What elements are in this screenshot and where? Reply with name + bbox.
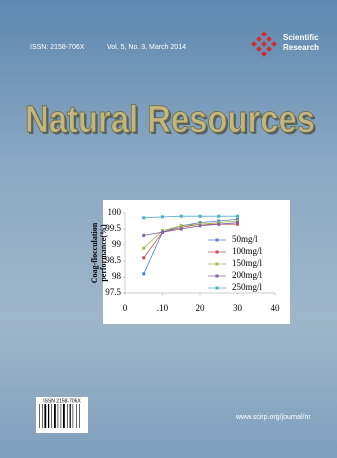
legend-label: 250mg/l [232, 282, 263, 292]
y-tick-label: 100 [108, 207, 122, 217]
data-point [236, 219, 239, 223]
x-tick-label: 0 [123, 303, 128, 313]
data-point [217, 221, 221, 225]
barcode-bar [57, 404, 59, 428]
legend-label: 150mg/l [232, 258, 263, 268]
volume: Vol. 5, No. 3, March 2014 [107, 44, 186, 51]
barcode-bar [51, 404, 52, 428]
barcode-bar [54, 404, 56, 428]
barcode-bar [72, 404, 74, 428]
data-point [161, 229, 164, 233]
legend-label: 50mg/l [232, 234, 258, 244]
data-point [179, 224, 183, 228]
data-point [198, 224, 202, 228]
barcode-bar [69, 404, 71, 428]
data-point [198, 214, 202, 218]
legend-label: 200mg/l [232, 270, 263, 280]
legend-label: 100mg/l [232, 246, 263, 256]
data-point [179, 225, 183, 229]
y-tick-label: 99.5 [105, 223, 121, 233]
data-point [217, 214, 221, 218]
y-axis-label: performance(%) [99, 224, 108, 282]
data-point [142, 246, 146, 250]
data-point [179, 214, 183, 218]
data-point [236, 221, 239, 225]
x-tick-label: .10 [157, 303, 169, 313]
y-tick-label: 98.5 [105, 255, 121, 265]
data-point [161, 215, 164, 219]
y-tick-label: 99 [112, 239, 122, 249]
data-point [179, 227, 183, 231]
data-point [236, 217, 239, 221]
y-axis-label: Coag-flocculation [90, 222, 99, 283]
barcode-bar [79, 404, 80, 428]
x-tick-label: 20 [196, 303, 206, 313]
barcode-bar [42, 404, 43, 428]
data-point [236, 222, 239, 226]
data-point [142, 256, 146, 260]
data-point [142, 272, 146, 276]
data-point [198, 222, 202, 226]
chart: 97.5 98 98.5 99 99.5 100 0 .10 20 30 40 Coag-floccu… [90, 207, 280, 313]
data-point [217, 222, 221, 226]
legend-marker [215, 286, 219, 290]
data-point [198, 221, 202, 225]
legend-marker [215, 250, 219, 254]
barcode-bar [39, 404, 40, 428]
url: www.scirp.org/journal/nr [235, 414, 311, 421]
barcode-bar [60, 404, 62, 428]
series-line [143, 219, 238, 274]
title: Natural Resources [25, 99, 315, 141]
series-line [143, 215, 238, 219]
legend-marker [215, 274, 219, 278]
barcode-issn: ISSN 2158-706X [43, 398, 81, 404]
data-point [142, 233, 146, 237]
barcode-bar [44, 404, 47, 428]
data-point [236, 214, 239, 218]
data-point [161, 230, 164, 234]
chart-panel [103, 200, 290, 324]
barcode-bar [48, 404, 50, 428]
data-point [142, 216, 146, 220]
barcode-bar [63, 404, 65, 428]
legend-marker [215, 238, 219, 242]
legend-marker [215, 262, 219, 266]
barcode-bar [67, 404, 68, 428]
title-shadow: Natural Resources [27, 101, 317, 143]
publisher: Research [283, 43, 319, 52]
barcode-bar [76, 404, 77, 428]
x-tick-label: 30 [233, 303, 243, 313]
issn: ISSN: 2158-706X [30, 44, 85, 51]
series-line [143, 220, 238, 249]
data-point [217, 219, 221, 223]
barcode [39, 404, 80, 428]
x-tick-label: 40 [271, 303, 281, 313]
series-line [143, 222, 238, 236]
y-tick-label: 98 [112, 271, 122, 281]
y-tick-label: 97.5 [105, 287, 121, 297]
publisher: Scientific [283, 33, 319, 42]
